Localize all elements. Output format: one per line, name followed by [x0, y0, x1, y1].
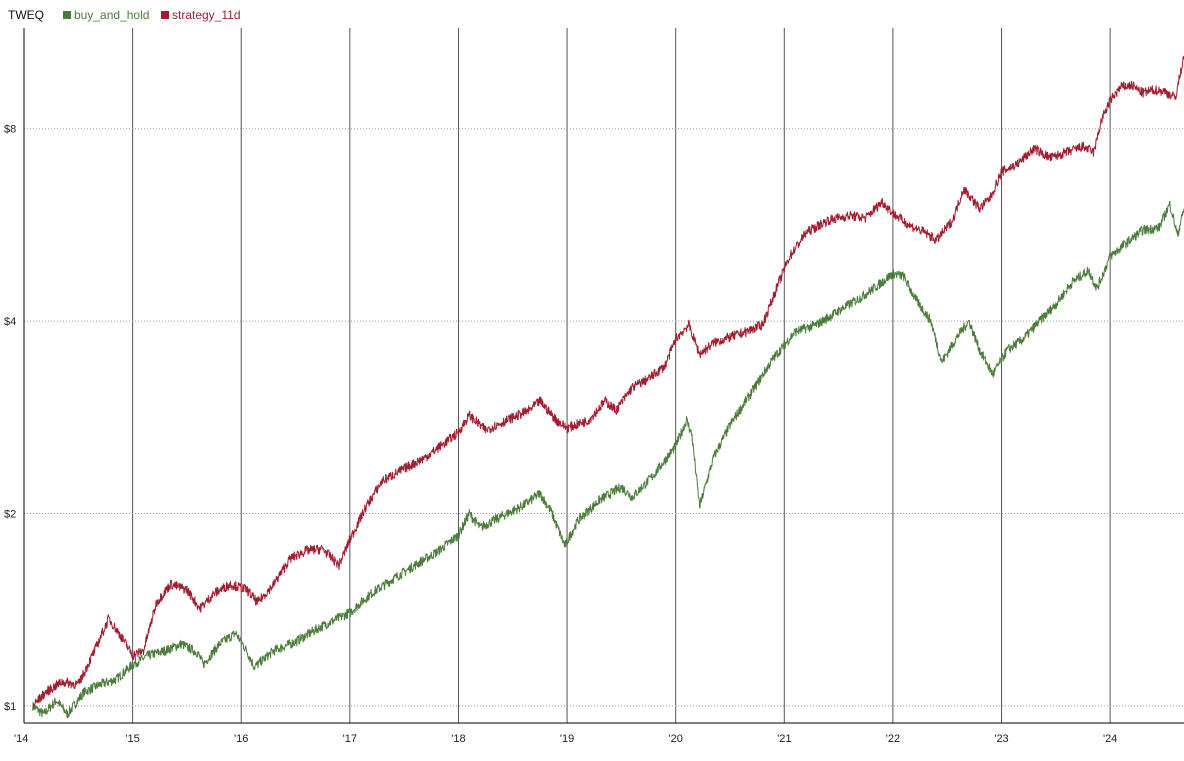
legend: TWEQ buy_and_hold strategy_11d	[8, 8, 241, 22]
x-tick-label: '21	[777, 733, 791, 745]
y-tick-label: $1	[4, 701, 16, 713]
legend-label-buy-and-hold[interactable]: buy_and_hold	[74, 8, 149, 22]
x-tick-labels: '14 '15 '16 '17 '18 '19 '20 '21 '22 '23 '24	[14, 733, 1117, 745]
x-tick-label: '18	[451, 733, 465, 745]
y-tick-label: $2	[4, 508, 16, 520]
series-lines	[32, 55, 1184, 719]
y-tick-labels: $1 $2 $4 $8	[4, 124, 16, 713]
x-tick-label: '15	[125, 733, 139, 745]
series-line-strategy-11d	[32, 55, 1184, 707]
x-tick-label: '16	[234, 733, 248, 745]
chart-title: TWEQ	[8, 8, 44, 22]
y-tick-label: $4	[4, 316, 16, 328]
x-tick-label: '20	[669, 733, 683, 745]
x-tick-label: '22	[886, 733, 900, 745]
vertical-gridlines	[132, 28, 1111, 723]
horizontal-gridlines	[24, 128, 1184, 707]
x-tick-label: '23	[994, 733, 1008, 745]
x-tick-label: '17	[343, 733, 357, 745]
x-tick-label: '14	[14, 733, 28, 745]
legend-swatch-strategy-11d	[161, 11, 169, 19]
legend-swatch-buy-and-hold	[63, 11, 71, 19]
legend-label-strategy-11d[interactable]: strategy_11d	[172, 8, 241, 22]
x-tick-label: '19	[560, 733, 574, 745]
x-tick-label: '24	[1103, 733, 1117, 745]
y-tick-label: $8	[4, 124, 16, 136]
series-line-buy-and-hold	[32, 201, 1184, 719]
